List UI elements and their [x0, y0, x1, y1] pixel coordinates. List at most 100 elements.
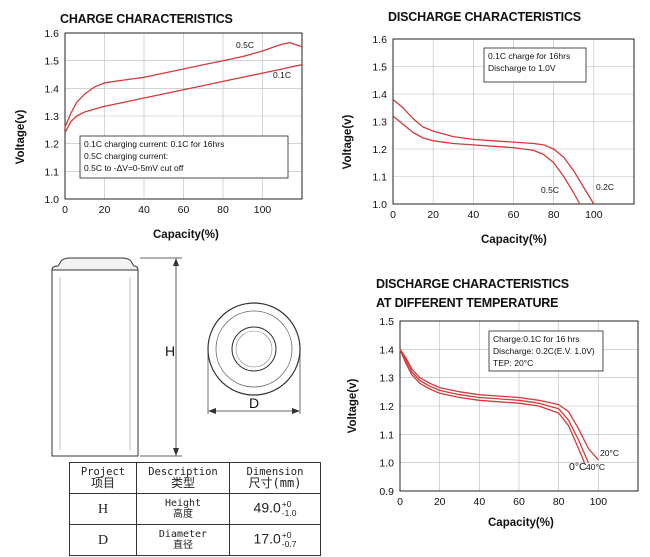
battery-top-outer [207, 302, 301, 396]
temperature-chart-xlabel: Capacity(%) [488, 517, 554, 529]
y-tick-label: 1.0 [379, 458, 394, 470]
series-line [399, 349, 586, 463]
arrow-head [173, 448, 179, 456]
x-tick-label: 100 [585, 209, 603, 221]
charge-chart-ylabel: Voltage(v) [15, 109, 27, 165]
legend-line: 0.5C to -ΔV=0-5mV cut off [84, 163, 184, 173]
y-tick-label: 1.1 [44, 166, 59, 178]
y-tick-label: 1.1 [372, 172, 387, 184]
y-tick-label: 0.9 [379, 486, 394, 498]
y-tick-label: 1.5 [379, 316, 394, 328]
plot-frame [64, 32, 303, 200]
x-tick-label: 20 [427, 209, 439, 221]
x-tick-label: 100 [590, 496, 608, 508]
series-line [399, 348, 599, 461]
battery-top-terminal [235, 330, 273, 368]
y-tick-label: 1.3 [379, 373, 394, 385]
series-line [64, 64, 303, 133]
series-label: 0.1C [273, 70, 291, 80]
x-tick-label: 60 [513, 496, 525, 508]
series-label: 0°C [569, 461, 587, 473]
x-tick-label: 0 [397, 496, 403, 508]
charge-chart-xlabel: Capacity(%) [153, 229, 219, 241]
battery-top-inner [231, 326, 277, 372]
x-tick-label: 0 [390, 209, 396, 221]
x-tick-label: 0 [62, 204, 68, 216]
header-project: Project 项目 [69, 462, 137, 494]
x-tick-label: 40 [138, 204, 150, 216]
temperature-chart-ylabel: Voltage(v) [347, 378, 359, 434]
legend-box [79, 135, 289, 179]
y-tick-label: 1.5 [44, 56, 59, 68]
chart-2-group [392, 38, 635, 205]
table-row: H Height 高度 49.0 +0 -1.0 [69, 493, 321, 525]
y-tick-label: 1.4 [44, 83, 59, 95]
legend-box [483, 47, 587, 83]
series-label: 0.5C [541, 185, 559, 195]
series-label: 40°C [586, 462, 605, 472]
legend-line: Discharge: 0.2C(E.V. 1.0V) [493, 346, 595, 356]
legend-line: Charge:0.1C for 16 hrs [493, 334, 579, 344]
y-tick-label: 1.5 [372, 62, 387, 74]
battery-drawing [51, 257, 301, 457]
series-line [392, 115, 581, 205]
x-tick-label: 80 [548, 209, 560, 221]
x-tick-label: 60 [508, 209, 520, 221]
y-tick-label: 1.2 [372, 144, 387, 156]
row-dimension: 17.0 +0 -0.7 [229, 524, 321, 556]
battery-cap [51, 257, 139, 271]
spec-table-header: Project 项目 Description 类型 Dimension 尺寸(mm) [69, 462, 321, 494]
x-tick-label: 40 [467, 209, 479, 221]
row-dimension: 49.0 +0 -1.0 [229, 493, 321, 525]
series-label: 20°C [600, 448, 619, 458]
x-tick-label: 80 [217, 204, 229, 216]
row-description: Height 高度 [136, 493, 230, 525]
y-tick-label: 1.0 [372, 199, 387, 211]
battery-top-ring [215, 310, 293, 388]
chart-3-group [399, 320, 639, 492]
y-tick-label: 1.4 [379, 344, 394, 356]
discharge-chart-xlabel: Capacity(%) [481, 234, 547, 246]
plot-frame [392, 38, 635, 205]
charge-chart-title: CHARGE CHARACTERISTICS [60, 12, 233, 26]
legend-line: TEP: 20°C [493, 358, 533, 368]
y-tick-label: 1.6 [44, 28, 59, 40]
x-tick-label: 40 [473, 496, 485, 508]
y-tick-label: 1.6 [372, 34, 387, 46]
discharge-chart-title: DISCHARGE CHARACTERISTICS [388, 10, 581, 24]
spec-table: Project 项目 Description 类型 Dimension 尺寸(mm) … [69, 462, 321, 556]
chart-1-group [64, 32, 303, 200]
series-label: 0.2C [596, 182, 614, 192]
y-tick-label: 1.4 [372, 89, 387, 101]
y-tick-label: 1.1 [379, 429, 394, 441]
series-line [64, 42, 303, 128]
x-tick-label: 20 [434, 496, 446, 508]
series-line [392, 98, 595, 205]
legend-line: 0.1C charge for 16hrs [488, 51, 570, 61]
y-tick-label: 1.2 [379, 401, 394, 413]
series-label: 0.5C [236, 40, 254, 50]
header-dimension: Dimension 尺寸(mm) [229, 462, 321, 494]
temperature-chart-subtitle: AT DIFFERENT TEMPERATURE [376, 296, 559, 310]
row-symbol: D [69, 524, 137, 556]
legend-box [488, 330, 604, 372]
plot-frame [399, 320, 639, 492]
row-symbol: H [69, 493, 137, 525]
arrow-head [173, 258, 179, 266]
y-tick-label: 1.3 [372, 117, 387, 129]
x-tick-label: 20 [99, 204, 111, 216]
arrow-head [208, 408, 216, 414]
y-tick-label: 1.0 [44, 194, 59, 206]
table-row: D Diameter 直径 17.0 +0 -0.7 [69, 524, 321, 556]
x-tick-label: 80 [553, 496, 565, 508]
battery-body [51, 270, 139, 457]
x-tick-label: 60 [178, 204, 190, 216]
legend-line: 0.5C charging current: [84, 151, 168, 161]
y-tick-label: 1.2 [44, 139, 59, 151]
diameter-label: D [249, 395, 259, 411]
series-line [399, 349, 589, 463]
x-tick-label: 100 [254, 204, 272, 216]
row-description: Diameter 直径 [136, 524, 230, 556]
legend-line: 0.1C charging current: 0.1C for 16hrs [84, 139, 224, 149]
